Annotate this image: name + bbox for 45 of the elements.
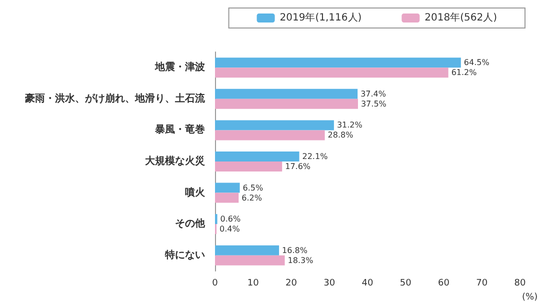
y-tick-label: 特にない xyxy=(164,248,205,261)
y-tick-label: 豪雨・洪水、がけ崩れ、地滑り、土石流 xyxy=(24,92,206,104)
y-tick-label: その他 xyxy=(175,218,206,230)
data-label: 28.8% xyxy=(328,130,354,140)
data-label: 37.4% xyxy=(360,89,386,98)
data-label: 37.5% xyxy=(360,99,387,108)
data-label: 22.1% xyxy=(302,152,328,161)
bar xyxy=(215,58,461,68)
x-tick-label: 50 xyxy=(400,278,412,288)
bar xyxy=(215,192,239,203)
bar xyxy=(215,130,325,140)
x-tick-label: 70 xyxy=(476,278,488,288)
data-label: 16.8% xyxy=(282,246,308,255)
bar xyxy=(215,68,448,78)
bar xyxy=(215,182,240,193)
data-label: 0.4% xyxy=(220,224,240,234)
data-label: 31.2% xyxy=(336,120,363,130)
x-tick-label: 80 xyxy=(514,278,526,288)
x-tick-label: 0 xyxy=(212,278,218,288)
x-tick-label: 60 xyxy=(438,278,450,288)
x-tick-label: 20 xyxy=(286,278,298,288)
x-axis-title: (%) xyxy=(522,292,538,302)
data-label: 18.3% xyxy=(288,256,314,265)
bar xyxy=(215,245,280,256)
data-label: 61.2% xyxy=(451,68,478,78)
legend-label: 2019年(1,116人) xyxy=(280,12,362,24)
y-tick-label: 地震・津波 xyxy=(154,61,206,74)
x-tick-label: 30 xyxy=(324,278,336,288)
x-tick-label: 10 xyxy=(247,278,260,288)
data-label: 64.5% xyxy=(464,58,490,68)
bar xyxy=(215,120,334,130)
data-label: 6.5% xyxy=(242,183,264,192)
data-label: 6.2% xyxy=(242,193,262,202)
data-label: 0.6% xyxy=(220,214,242,224)
y-tick-label: 噴火 xyxy=(185,186,206,198)
bar xyxy=(215,88,358,99)
bar xyxy=(215,152,300,162)
bar xyxy=(215,162,282,172)
y-tick-label: 大規模な火災 xyxy=(144,155,205,167)
data-label: 17.6% xyxy=(285,162,311,171)
x-tick-label: 40 xyxy=(362,278,374,288)
bar xyxy=(215,255,285,266)
bar xyxy=(215,98,358,109)
legend-label: 2018年(562人) xyxy=(424,12,498,24)
y-tick-label: 暴風・竜巻 xyxy=(154,124,205,136)
